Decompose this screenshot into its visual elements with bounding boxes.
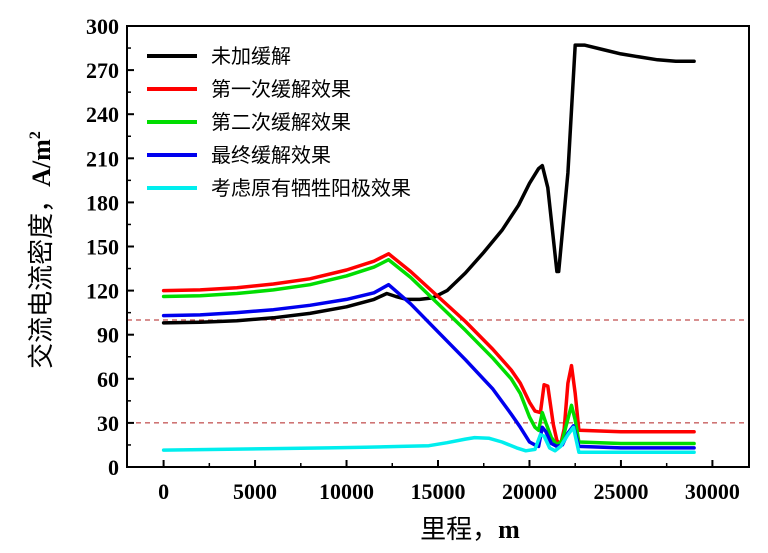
x-tick-label: 15000 <box>411 479 466 504</box>
series-line-2 <box>161 257 696 447</box>
series-line-3 <box>161 282 696 450</box>
y-tick-label: 30 <box>97 411 119 436</box>
y-tick-label: 150 <box>86 235 119 260</box>
series-line-4 <box>161 425 696 455</box>
series-lines <box>161 43 696 455</box>
x-tick-label: 0 <box>158 479 169 504</box>
y-tick-labels: 0 30 60 90 120 150 180 210 240 270 300 <box>86 14 119 480</box>
legend-label-1: 第一次缓解效果 <box>211 77 351 101</box>
reference-lines <box>127 319 749 424</box>
y-tick-label: 240 <box>86 102 119 127</box>
legend-label-2: 第二次缓解效果 <box>211 110 351 134</box>
x-tick-label: 10000 <box>319 479 374 504</box>
y-tick-label: 300 <box>86 14 119 39</box>
legend-label-3: 最终缓解效果 <box>211 143 331 167</box>
y-tick-label: 0 <box>108 455 119 480</box>
x-tick-labels: 0 5000 10000 15000 20000 25000 30000 <box>158 479 740 504</box>
legend-label-4: 考虑原有牺牲阳极效果 <box>211 176 411 200</box>
y-axis-label: 交流电流密度，A/m2 <box>27 131 57 369</box>
legend-label-0: 未加缓解 <box>211 44 291 68</box>
x-tick-label: 5000 <box>233 479 277 504</box>
y-tick-label: 120 <box>86 279 119 304</box>
axis-ticks <box>127 25 714 468</box>
x-axis-label: 里程，m <box>420 515 520 545</box>
x-tick-label: 30000 <box>685 479 740 504</box>
series-line-0 <box>161 43 696 325</box>
y-tick-label: 180 <box>86 190 119 215</box>
y-tick-label: 60 <box>97 367 119 392</box>
y-tick-label: 270 <box>86 58 119 83</box>
x-tick-label: 25000 <box>593 479 648 504</box>
x-tick-label: 20000 <box>502 479 557 504</box>
y-tick-label: 210 <box>86 146 119 171</box>
y-tick-label: 90 <box>97 323 119 348</box>
series-line-1 <box>161 252 696 447</box>
